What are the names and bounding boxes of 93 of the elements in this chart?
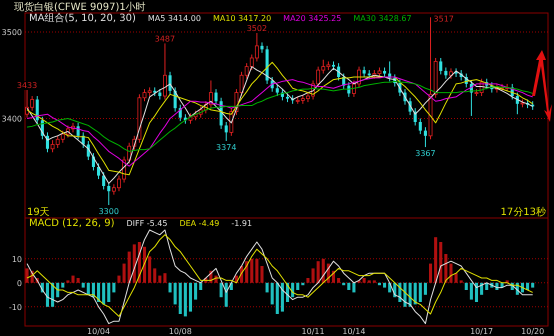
bar: [470, 282, 473, 300]
bar: [531, 282, 534, 288]
bar: [184, 282, 187, 316]
y-tick-label: -10: [8, 302, 22, 312]
bar: [414, 282, 417, 304]
annotation: 3502: [246, 24, 268, 33]
legend-title: MACD (12, 26, 9): [29, 218, 115, 229]
bar: [174, 282, 177, 304]
series-label: DEA -4.49: [179, 219, 220, 228]
bar: [372, 280, 376, 283]
annotation: 19天: [27, 207, 50, 218]
bar: [117, 276, 121, 283]
x-tick-label: 10/17: [470, 327, 494, 336]
bar: [306, 278, 310, 283]
bar: [474, 282, 478, 302]
bar: [337, 278, 340, 283]
bar: [280, 282, 284, 312]
bar: [142, 246, 146, 283]
bar: [449, 264, 452, 283]
bar: [270, 282, 274, 304]
bar: [312, 268, 315, 283]
bar: [128, 252, 131, 283]
text: MA30 3428.67: [353, 14, 412, 23]
bar: [220, 282, 223, 298]
x-tick-label: 10/20: [521, 327, 544, 336]
bar: [148, 256, 152, 283]
bar: [444, 254, 448, 283]
bar: [71, 276, 75, 283]
chart-title: 现货白银(CFWE 9097)1小时: [14, 1, 146, 13]
series-label: DIFF -5.45: [126, 219, 168, 228]
bar: [428, 264, 432, 283]
bar: [86, 282, 90, 295]
annotation: 17分13秒: [500, 206, 546, 218]
bar: [418, 282, 422, 302]
bar: [347, 282, 350, 290]
bar: [424, 282, 427, 295]
annotation: -1.91: [231, 219, 252, 228]
bar: [250, 258, 254, 283]
annotation: 3487: [154, 34, 176, 44]
bar: [163, 273, 166, 283]
text: MA10 3417.20: [212, 14, 272, 23]
bar: [224, 282, 228, 307]
bar: [82, 282, 85, 288]
bar: [296, 282, 300, 290]
bar: [362, 278, 366, 283]
bar: [26, 268, 29, 283]
bar: [454, 273, 458, 283]
bar: [168, 282, 172, 292]
annotation: 3433: [16, 80, 38, 90]
bar: [464, 282, 468, 290]
bar: [316, 261, 320, 283]
bar: [276, 282, 279, 314]
bar: [255, 258, 258, 283]
bar: [112, 282, 116, 292]
bar: [480, 282, 484, 295]
bar: [368, 280, 371, 283]
x-tick-label: 10/04: [87, 327, 110, 336]
bar: [460, 280, 463, 283]
bar: [122, 264, 126, 283]
x-tick-label: 10/14: [342, 327, 366, 336]
bar: [107, 282, 110, 302]
bar: [188, 282, 192, 312]
annotation: 3517: [434, 14, 454, 24]
bar: [46, 282, 50, 307]
y-tick-label: 0: [16, 278, 22, 288]
bar: [439, 242, 442, 283]
bar: [194, 282, 198, 300]
bar: [76, 278, 80, 283]
bar: [66, 280, 70, 283]
bar: [158, 276, 162, 283]
annotation: 3374: [216, 143, 236, 152]
text: MA5 3414.00: [148, 14, 201, 23]
y-tick-label: 3400: [2, 114, 22, 124]
bar: [383, 282, 386, 288]
y-tick-label: 3500: [2, 28, 22, 38]
bar: [178, 282, 182, 314]
bar: [153, 268, 156, 283]
x-tick-label: 10/11: [302, 327, 325, 336]
text: MA20 3425.25: [283, 14, 342, 23]
annotation: 3300: [98, 207, 119, 216]
bar: [199, 282, 202, 290]
y-tick-label: 10: [12, 254, 22, 264]
x-tick-label: 10/08: [168, 327, 192, 336]
bar: [245, 261, 248, 283]
bar: [132, 244, 136, 283]
legend-title: MA组合(5, 10, 20, 30): [29, 12, 136, 24]
bar: [260, 266, 264, 283]
bar: [352, 282, 356, 292]
bar: [434, 237, 438, 283]
bar: [61, 282, 64, 288]
bar: [266, 282, 269, 292]
bar: [102, 282, 106, 304]
annotation: 3367: [415, 149, 436, 158]
